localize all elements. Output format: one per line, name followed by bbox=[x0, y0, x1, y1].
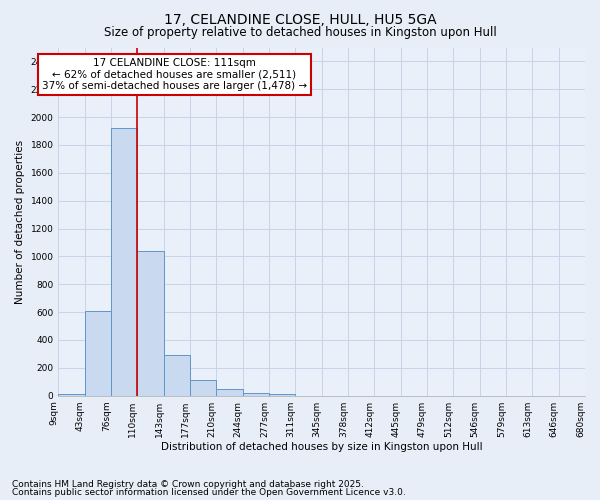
Text: 17, CELANDINE CLOSE, HULL, HU5 5GA: 17, CELANDINE CLOSE, HULL, HU5 5GA bbox=[164, 12, 436, 26]
Bar bbox=[137, 251, 164, 396]
Bar bbox=[164, 356, 190, 396]
Y-axis label: Number of detached properties: Number of detached properties bbox=[15, 140, 25, 304]
Text: Size of property relative to detached houses in Kingston upon Hull: Size of property relative to detached ho… bbox=[104, 26, 496, 39]
Bar bbox=[58, 394, 85, 396]
Bar bbox=[269, 394, 295, 396]
Bar bbox=[190, 380, 217, 396]
Text: Contains HM Land Registry data © Crown copyright and database right 2025.: Contains HM Land Registry data © Crown c… bbox=[12, 480, 364, 489]
Bar bbox=[243, 393, 269, 396]
Text: 17 CELANDINE CLOSE: 111sqm
← 62% of detached houses are smaller (2,511)
37% of s: 17 CELANDINE CLOSE: 111sqm ← 62% of deta… bbox=[42, 58, 307, 91]
Bar bbox=[85, 310, 111, 396]
X-axis label: Distribution of detached houses by size in Kingston upon Hull: Distribution of detached houses by size … bbox=[161, 442, 482, 452]
Bar bbox=[217, 390, 243, 396]
Bar bbox=[111, 128, 137, 396]
Text: Contains public sector information licensed under the Open Government Licence v3: Contains public sector information licen… bbox=[12, 488, 406, 497]
